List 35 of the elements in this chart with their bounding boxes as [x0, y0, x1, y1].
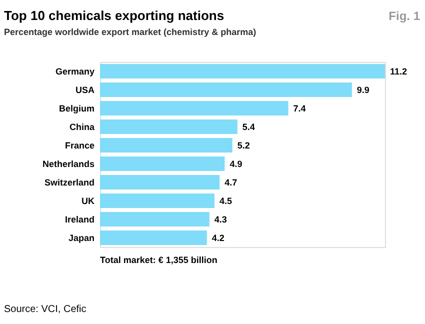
bar	[100, 175, 220, 190]
data-label: 11.2	[390, 66, 408, 76]
y-tick-label: China	[69, 122, 96, 132]
y-tick-label: Japan	[68, 232, 94, 243]
bar	[100, 64, 385, 78]
bar	[100, 120, 238, 134]
y-tick-label: France	[64, 140, 94, 150]
data-label: 4.3	[214, 214, 227, 224]
data-label: 4.2	[212, 232, 224, 243]
chart-title: Top 10 chemicals exporting nations	[4, 8, 224, 23]
data-label: 4.7	[224, 177, 238, 188]
chart-subtitle: Percentage worldwide export market (chemistry & pharma)	[4, 27, 256, 37]
bar	[100, 101, 288, 116]
data-label: 4.9	[230, 158, 242, 169]
y-tick-label: Germany	[55, 66, 94, 76]
y-tick-label: Ireland	[64, 214, 94, 224]
bar	[100, 194, 215, 208]
y-tick-label: Netherlands	[42, 158, 94, 169]
data-label: 7.4	[293, 103, 306, 114]
bar	[100, 156, 225, 171]
text: Total market: € 1,355 billion	[100, 255, 218, 265]
y-tick-label: Switzerland	[44, 177, 94, 188]
bar	[100, 82, 352, 97]
y-tick-label: UK	[82, 196, 95, 206]
caption: Fig. 1	[388, 9, 420, 23]
data-label: 4.5	[220, 196, 232, 206]
data-label: 5.2	[237, 140, 250, 150]
data-label: 9.9	[356, 84, 370, 95]
bar	[100, 138, 232, 152]
bar	[100, 230, 207, 245]
source-note: Source: VCI, Cefic	[4, 304, 86, 315]
y-tick-label: USA	[75, 84, 95, 95]
bar	[100, 212, 210, 226]
data-label: 5.4	[242, 122, 255, 132]
y-tick-label: Belgium	[58, 103, 94, 114]
